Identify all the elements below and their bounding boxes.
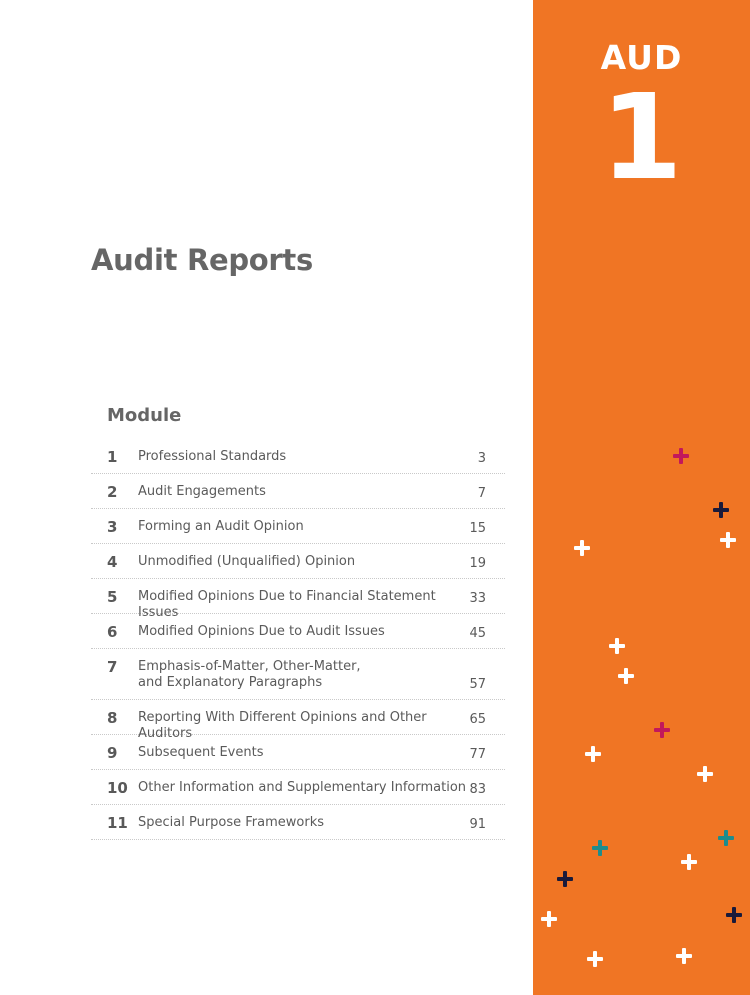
plus-icon bbox=[697, 766, 713, 782]
toc-row[interactable]: 4 Unmodified (Unqualified) Opinion 19 bbox=[91, 544, 505, 579]
module-title: Professional Standards bbox=[138, 449, 287, 464]
plus-icon bbox=[585, 746, 601, 762]
module-title: Reporting With Different Opinions and Ot… bbox=[138, 710, 427, 741]
module-page: 7 bbox=[477, 486, 486, 501]
plus-icon bbox=[726, 907, 742, 923]
module-number: 9 bbox=[107, 744, 118, 762]
toc-row[interactable]: 5 Modified Opinions Due to Financial Sta… bbox=[91, 579, 505, 620]
module-page: 33 bbox=[469, 591, 486, 606]
plus-icon bbox=[587, 951, 603, 967]
module-page: 3 bbox=[477, 451, 486, 466]
plus-icon bbox=[681, 854, 697, 870]
toc-row[interactable]: 9 Subsequent Events 77 bbox=[91, 735, 505, 770]
toc-row[interactable]: 10 Other Information and Supplementary I… bbox=[91, 770, 505, 805]
module-page: 15 bbox=[469, 521, 486, 536]
section-sidebar: AUD 1 bbox=[533, 0, 750, 995]
toc-row[interactable]: 8 Reporting With Different Opinions and … bbox=[91, 700, 505, 741]
module-title: Subsequent Events bbox=[138, 745, 264, 760]
toc-row[interactable]: 2 Audit Engagements 7 bbox=[91, 474, 505, 509]
module-page: 91 bbox=[469, 817, 486, 832]
plus-icon bbox=[654, 722, 670, 738]
module-title: Emphasis-of-Matter, Other-Matter, and Ex… bbox=[138, 659, 361, 690]
module-number: 11 bbox=[107, 814, 128, 832]
module-title: Modified Opinions Due to Financial State… bbox=[138, 589, 436, 620]
plus-icon bbox=[676, 948, 692, 964]
module-page: 45 bbox=[469, 626, 486, 641]
module-title: Modified Opinions Due to Audit Issues bbox=[138, 624, 385, 639]
module-page: 65 bbox=[469, 712, 486, 727]
section-number: 1 bbox=[600, 68, 683, 206]
toc-row[interactable]: 7 Emphasis-of-Matter, Other-Matter, and … bbox=[91, 649, 505, 700]
page-title: Audit Reports bbox=[91, 243, 313, 277]
module-number: 1 bbox=[107, 448, 118, 466]
module-page: 19 bbox=[469, 556, 486, 571]
plus-icon bbox=[557, 871, 573, 887]
module-title: Forming an Audit Opinion bbox=[138, 519, 304, 534]
module-number: 10 bbox=[107, 779, 128, 797]
plus-icon bbox=[673, 448, 689, 464]
module-title: Audit Engagements bbox=[138, 484, 266, 499]
module-number: 6 bbox=[107, 623, 118, 641]
module-number: 4 bbox=[107, 553, 118, 571]
plus-icon bbox=[713, 502, 729, 518]
plus-icon bbox=[609, 638, 625, 654]
module-title: Other Information and Supplementary Info… bbox=[138, 780, 467, 795]
plus-icon bbox=[541, 911, 557, 927]
module-heading: Module bbox=[107, 405, 182, 426]
plus-icon bbox=[592, 840, 608, 856]
section-code: AUD bbox=[600, 38, 683, 77]
module-title: Special Purpose Frameworks bbox=[138, 815, 325, 830]
module-number: 8 bbox=[107, 709, 118, 727]
toc-row[interactable]: 3 Forming an Audit Opinion 15 bbox=[91, 509, 505, 544]
plus-icon bbox=[574, 540, 590, 556]
module-page: 77 bbox=[469, 747, 486, 762]
toc-row[interactable]: 6 Modified Opinions Due to Audit Issues … bbox=[91, 614, 505, 649]
module-number: 2 bbox=[107, 483, 118, 501]
module-page: 57 bbox=[469, 677, 486, 692]
plus-icon bbox=[720, 532, 736, 548]
module-number: 7 bbox=[107, 658, 118, 676]
plus-icon bbox=[718, 830, 734, 846]
module-number: 5 bbox=[107, 588, 118, 606]
module-title: Unmodified (Unqualified) Opinion bbox=[138, 554, 356, 569]
toc-row[interactable]: 1 Professional Standards 3 bbox=[91, 439, 505, 474]
table-of-contents: 1 Professional Standards 3 2 Audit Engag… bbox=[91, 439, 505, 840]
plus-icon bbox=[618, 668, 634, 684]
module-page: 83 bbox=[469, 782, 486, 797]
module-number: 3 bbox=[107, 518, 118, 536]
toc-row[interactable]: 11 Special Purpose Frameworks 91 bbox=[91, 805, 505, 840]
